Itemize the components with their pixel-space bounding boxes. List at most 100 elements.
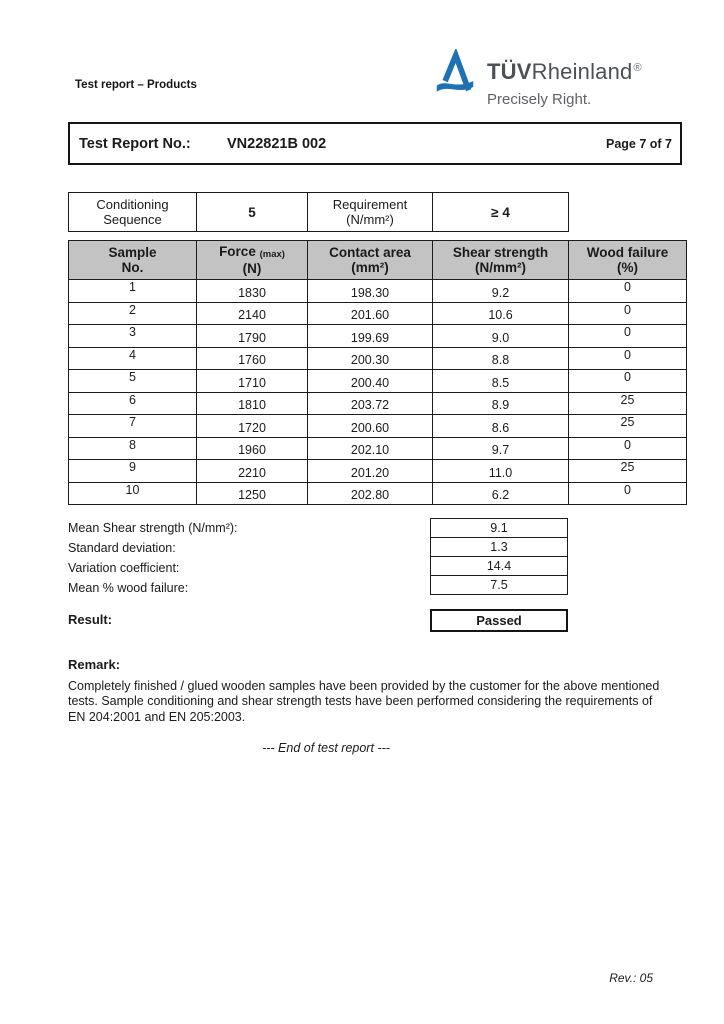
tuv-logo-text: TÜVRheinland® Precisely Right. [487,61,642,109]
col-header-wood-failure: Wood failure (%) [568,240,687,280]
cell-sample-no: 5 [68,369,197,393]
brand-name: TÜVRheinland® [487,61,642,87]
end-of-report-note: --- End of test report --- [262,741,390,755]
cell-sample-no: 8 [68,436,197,460]
cell-force: 2210 [196,459,308,483]
cell-area: 200.30 [307,346,433,370]
cell-force: 2140 [196,301,308,325]
remark-body: Completely finished / glued wooden sampl… [68,679,660,724]
cell-sample-no: 9 [68,459,197,483]
conditioning-sequence-value: 5 [196,192,308,232]
cell-force: 1720 [196,414,308,438]
cell-area: 201.60 [307,301,433,325]
results-header-row: Sample No. Force (max) (N) Contact area (mm… [68,240,687,280]
cell-shear: 8.8 [432,346,569,370]
cell-force: 1960 [196,436,308,460]
summary-value-mean-shear: 9.1 [430,518,568,538]
cell-area: 198.30 [307,279,433,303]
page-indicator: Page 7 of 7 [606,136,672,151]
summary-value-std-dev: 1.3 [430,537,568,557]
summary-label-std-dev: Standard deviation: [68,541,176,555]
cell-force: 1760 [196,346,308,370]
cell-sample-no: 1 [68,279,197,303]
table-row: 5 1710 200.40 8.5 0 [68,369,687,393]
cell-shear: 11.0 [432,459,569,483]
cell-shear: 8.5 [432,369,569,393]
conditioning-table: Conditioning Sequence 5 Requirement (N/mm… [68,192,569,232]
cell-shear: 9.2 [432,279,569,303]
cell-shear: 8.9 [432,391,569,415]
cell-shear: 10.6 [432,301,569,325]
cell-sample-no: 7 [68,414,197,438]
cell-sample-no: 2 [68,301,197,325]
cell-shear: 8.6 [432,414,569,438]
report-number-value: VN22821B 002 [227,135,327,152]
summary-value-var-coef: 14.4 [430,556,568,576]
cell-area: 200.40 [307,369,433,393]
cell-wood: 0 [568,481,687,505]
table-row: 3 1790 199.69 9.0 0 [68,324,687,348]
cell-sample-no: 6 [68,391,197,415]
summary-value-wood-failure: 7.5 [430,575,568,595]
table-row: 9 2210 201.20 11.0 25 [68,459,687,483]
summary-label-mean-shear: Mean Shear strength (N/mm²): [68,521,238,535]
cell-shear: 9.0 [432,324,569,348]
col-header-contact-area: Contact area (mm²) [307,240,433,280]
brand-tagline: Precisely Right. [487,91,592,108]
cell-area: 202.10 [307,436,433,460]
report-number-label: Test Report No.: [79,135,191,152]
cell-sample-no: 3 [68,324,197,348]
summary-label-wood-failure: Mean % wood failure: [68,581,189,595]
remark-heading: Remark: [68,657,121,672]
table-row: 8 1960 202.10 9.7 0 [68,436,687,460]
cell-wood: 0 [568,436,687,460]
registered-trademark-symbol: ® [633,62,642,74]
summary-value-boxes: 9.1 1.3 14.4 7.5 [430,518,568,595]
col-header-force: Force (max) (N) [196,240,308,280]
brand-name-regular: Rheinland [531,59,633,84]
cell-shear: 6.2 [432,481,569,505]
cell-wood: 0 [568,301,687,325]
revision-note: Rev.: 05 [609,971,653,985]
cell-shear: 9.7 [432,436,569,460]
result-label: Result: [68,612,113,627]
col-header-shear-strength: Shear strength (N/mm²) [432,240,569,280]
summary-labels: Mean Shear strength (N/mm²): Standard de… [68,518,238,598]
cell-force: 1830 [196,279,308,303]
cell-wood: 0 [568,324,687,348]
requirement-label: Requirement (N/mm²) [307,192,433,232]
cell-area: 199.69 [307,324,433,348]
table-row: 7 1720 200.60 8.6 25 [68,414,687,438]
cell-wood: 0 [568,369,687,393]
cell-wood: 25 [568,459,687,483]
cell-wood: 0 [568,279,687,303]
results-table: Sample No. Force (max) (N) Contact area (mm… [68,240,687,505]
cell-force: 1710 [196,369,308,393]
tuv-triangle-wave-icon [436,49,474,92]
table-row: 2 2140 201.60 10.6 0 [68,301,687,325]
cell-area: 203.72 [307,391,433,415]
cell-area: 202.80 [307,481,433,505]
brand-name-bold: TÜV [487,59,532,84]
summary-label-var-coef: Variation coefficient: [68,561,180,575]
report-number-bar: Test Report No.: VN22821B 002 Page 7 of … [68,122,682,165]
col-header-sample: Sample No. [68,240,197,280]
cell-wood: 0 [568,346,687,370]
cell-sample-no: 4 [68,346,197,370]
cell-force: 1790 [196,324,308,348]
cell-wood: 25 [568,391,687,415]
cell-area: 201.20 [307,459,433,483]
cell-force: 1250 [196,481,308,505]
cell-sample-no: 10 [68,481,197,505]
cell-area: 200.60 [307,414,433,438]
cell-wood: 25 [568,414,687,438]
conditioning-sequence-label: Conditioning Sequence [68,192,197,232]
table-row: 1 1830 198.30 9.2 0 [68,279,687,303]
cell-force: 1810 [196,391,308,415]
table-row: 6 1810 203.72 8.9 25 [68,391,687,415]
result-value-badge: Passed [430,609,568,632]
requirement-value: ≥ 4 [432,192,569,232]
doc-type-label: Test report – Products [75,79,197,91]
table-row: 4 1760 200.30 8.8 0 [68,346,687,370]
